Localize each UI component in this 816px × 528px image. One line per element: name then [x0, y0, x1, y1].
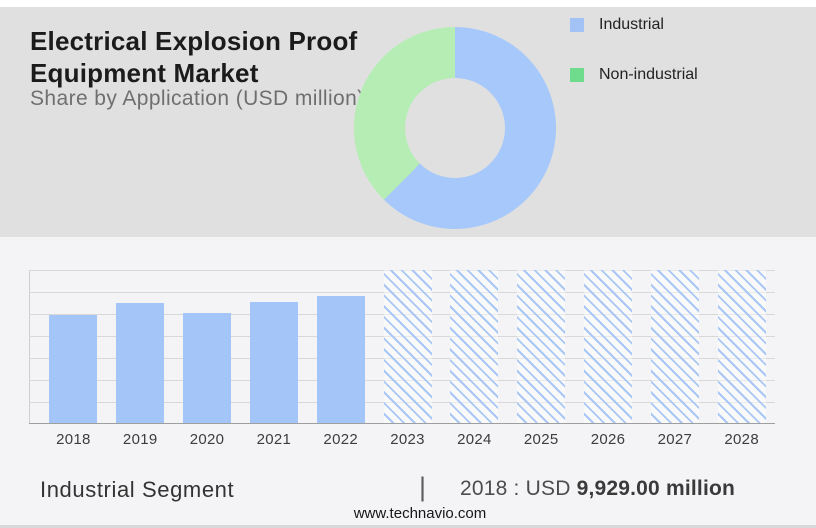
- legend: Industrial Non-industrial: [570, 16, 698, 83]
- x-tick-2027: 2027: [657, 431, 693, 448]
- legend-label-industrial: Industrial: [599, 16, 664, 33]
- x-axis-labels: 2018 2019 2020 2021 2022 2023 2024 2025 2026 2027…: [29, 431, 775, 451]
- bottom-gray-strip: [0, 525, 816, 528]
- bar-2019: [116, 303, 165, 423]
- bar-forecast-2024: [450, 270, 499, 423]
- legend-swatch-industrial: [570, 18, 584, 32]
- bar-forecast-2026: [584, 270, 633, 423]
- x-tick-2028: 2028: [724, 431, 759, 448]
- bar-chart-section: 2018 2019 2020 2021 2022 2023 2024 2025 2026 2027…: [0, 237, 816, 528]
- bar-plot: [29, 270, 775, 424]
- page-title-line2: Equipment Market: [30, 58, 259, 88]
- bar-forecast-2025: [517, 270, 566, 423]
- x-tick-2023: 2023: [390, 431, 425, 448]
- site-url: www.technavio.com: [353, 505, 487, 522]
- x-tick-2022: 2022: [323, 431, 359, 448]
- x-tick-2018: 2018: [56, 431, 91, 448]
- bar-2022: [316, 296, 365, 423]
- donut-chart: [354, 27, 556, 229]
- donut-hole: [405, 78, 505, 178]
- bar-2020: [183, 313, 232, 423]
- page-subtitle: Share by Application (USD million): [30, 87, 365, 110]
- x-axis-baseline: [29, 423, 775, 424]
- page-title-line1: Electrical Explosion Proof: [30, 26, 358, 56]
- x-tick-2021: 2021: [256, 431, 292, 448]
- bar-forecast-2023: [383, 270, 432, 423]
- segment-label: Industrial Segment: [40, 477, 235, 502]
- bar-forecast-2027: [650, 270, 699, 423]
- page-title: Electrical Explosion Proof Equipment Mar…: [30, 25, 357, 89]
- bar-2021: [249, 302, 298, 423]
- caption-value-prefix: 2018 : USD: [460, 477, 577, 500]
- caption-row: Industrial Segment | 2018 : USD 9,929.00…: [0, 470, 816, 508]
- x-tick-2025: 2025: [523, 431, 559, 448]
- header-section: Electrical Explosion Proof Equipment Mar…: [0, 7, 816, 237]
- y-axis-line: [29, 270, 30, 424]
- caption-divider: |: [419, 472, 427, 502]
- bar-2018: [49, 315, 98, 423]
- x-tick-2020: 2020: [189, 431, 225, 448]
- legend-swatch-non-industrial: [570, 68, 584, 82]
- legend-item-non-industrial: Non-industrial: [570, 66, 698, 83]
- legend-label-non-industrial: Non-industrial: [599, 66, 698, 83]
- caption-value: 2018 : USD 9,929.00 million: [460, 477, 735, 501]
- legend-item-industrial: Industrial: [570, 16, 698, 33]
- caption-value-amount: 9,929.00 million: [576, 477, 736, 500]
- top-white-strip: [0, 0, 816, 7]
- bar-forecast-2028: [717, 270, 766, 423]
- x-tick-2024: 2024: [457, 431, 492, 448]
- x-tick-2019: 2019: [122, 431, 158, 448]
- x-tick-2026: 2026: [590, 431, 626, 448]
